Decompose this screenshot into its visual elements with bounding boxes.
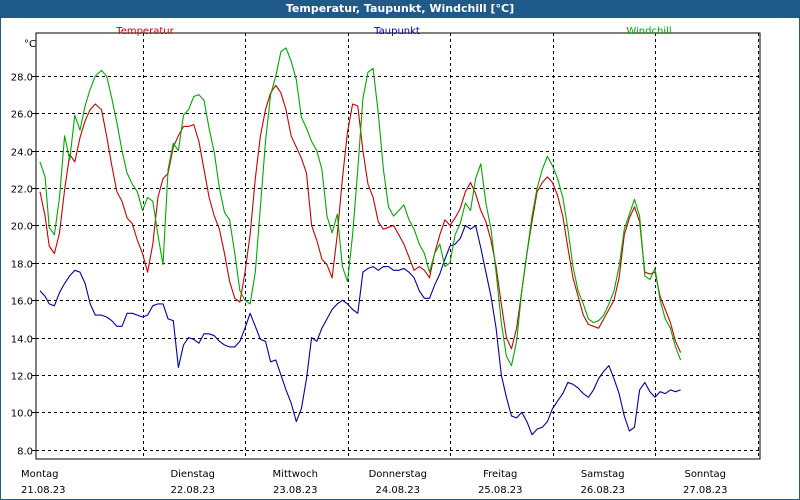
y-tick-label: 26.0 (11, 110, 33, 121)
x-tick-date-label: 26.08.23 (580, 485, 625, 496)
y-tick-label: 18.0 (11, 260, 33, 271)
legend-item-temperatur: Temperatur (115, 26, 174, 37)
y-tick-label: 14.0 (11, 335, 33, 346)
y-tick-label: 28.0 (11, 73, 33, 84)
x-tick-date-label: 21.08.23 (21, 485, 66, 496)
legend: Temperatur Taupunkt Windchill (115, 26, 671, 37)
y-tick-label: 20.0 (11, 222, 33, 233)
y-tick-label: 12.0 (11, 372, 33, 383)
x-tick-day-label: Samstag (581, 469, 625, 480)
y-tick-label: 16.0 (11, 297, 33, 308)
y-tick-label: 22.0 (11, 185, 33, 196)
legend-item-windchill: Windchill (626, 26, 671, 37)
x-tick-day-label: Sonntag (684, 469, 726, 480)
x-tick-day-label: Donnerstag (369, 469, 427, 480)
chart-title: Temperatur, Taupunkt, Windchill [°C] (0, 0, 800, 18)
grid-lines (36, 33, 760, 459)
y-tick-label: 8.0 (17, 447, 33, 458)
series-line-windchill (39, 47, 682, 367)
x-tick-day-label: Freitag (483, 469, 517, 480)
y-tick-label: 10.0 (11, 409, 33, 420)
x-tick-date-label: 22.08.23 (170, 485, 215, 496)
series-lines (39, 47, 682, 436)
x-tick-day-label: Mittwoch (273, 469, 318, 480)
x-tick-date-label: 27.08.23 (683, 485, 728, 496)
legend-item-taupunkt: Taupunkt (373, 26, 420, 37)
plot-area (35, 32, 761, 460)
y-tick-label: 24.0 (11, 148, 33, 159)
x-axis: Montag 21.08.23 Dienstag 22.08.23 Mittwoch 23… (21, 469, 728, 496)
y-axis-label: °C (24, 39, 36, 50)
x-tick-date-label: 23.08.23 (273, 485, 318, 496)
x-tick-day-label: Montag (21, 469, 58, 480)
series-line-taupunkt (39, 224, 681, 436)
x-tick-day-label: Dienstag (170, 469, 215, 480)
x-tick-date-label: 25.08.23 (478, 485, 523, 496)
x-tick-date-label: 24.08.23 (375, 485, 420, 496)
y-axis: 8.0 10.0 12.0 14.0 16.0 18.0 20.0 22.0 24.0 26.0 2… (11, 73, 36, 458)
